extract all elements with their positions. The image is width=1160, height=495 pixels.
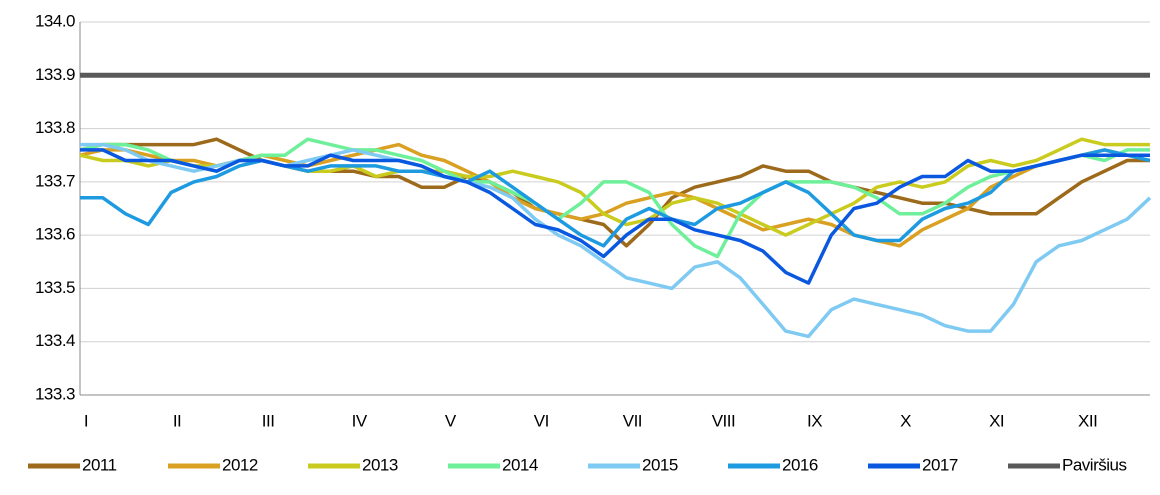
y-tick-label: 134.0 — [35, 11, 75, 30]
x-tick-label: X — [900, 411, 911, 430]
y-tick-label: 133.4 — [35, 331, 75, 350]
series-line — [80, 148, 1151, 248]
x-tick-label: XII — [1078, 411, 1097, 430]
legend-label: 2011 — [82, 455, 117, 474]
x-tick-label: VII — [623, 411, 642, 430]
x-tick-label: I — [84, 411, 88, 430]
legend-label: 2014 — [502, 455, 538, 474]
legend-label: Paviršius — [1062, 455, 1126, 474]
x-tick-label: V — [445, 411, 457, 430]
x-tick-label: II — [173, 411, 181, 430]
x-tick-label: III — [262, 411, 275, 430]
x-tick-label: XI — [989, 411, 1004, 430]
series-line — [80, 142, 1152, 339]
x-tick-label: VI — [534, 411, 549, 430]
y-tick-label: 133.9 — [35, 65, 75, 84]
series-line — [79, 137, 1150, 259]
y-tick-label: 133.6 — [35, 225, 75, 244]
legend-label: 2012 — [222, 455, 258, 474]
series-line — [80, 148, 1150, 285]
legend-label: 2017 — [922, 455, 958, 474]
x-tick-label: VIII — [712, 411, 736, 430]
x-tick-label: IX — [807, 411, 822, 430]
y-tick-label: 133.3 — [35, 384, 75, 403]
legend-label: 2013 — [362, 455, 398, 474]
y-tick-label: 133.8 — [35, 118, 75, 137]
legend-label: 2015 — [642, 455, 678, 474]
legend-label: 2016 — [782, 455, 818, 474]
y-tick-label: 133.7 — [35, 171, 75, 190]
y-tick-label: 133.5 — [35, 278, 75, 297]
x-tick-label: IV — [352, 411, 368, 430]
